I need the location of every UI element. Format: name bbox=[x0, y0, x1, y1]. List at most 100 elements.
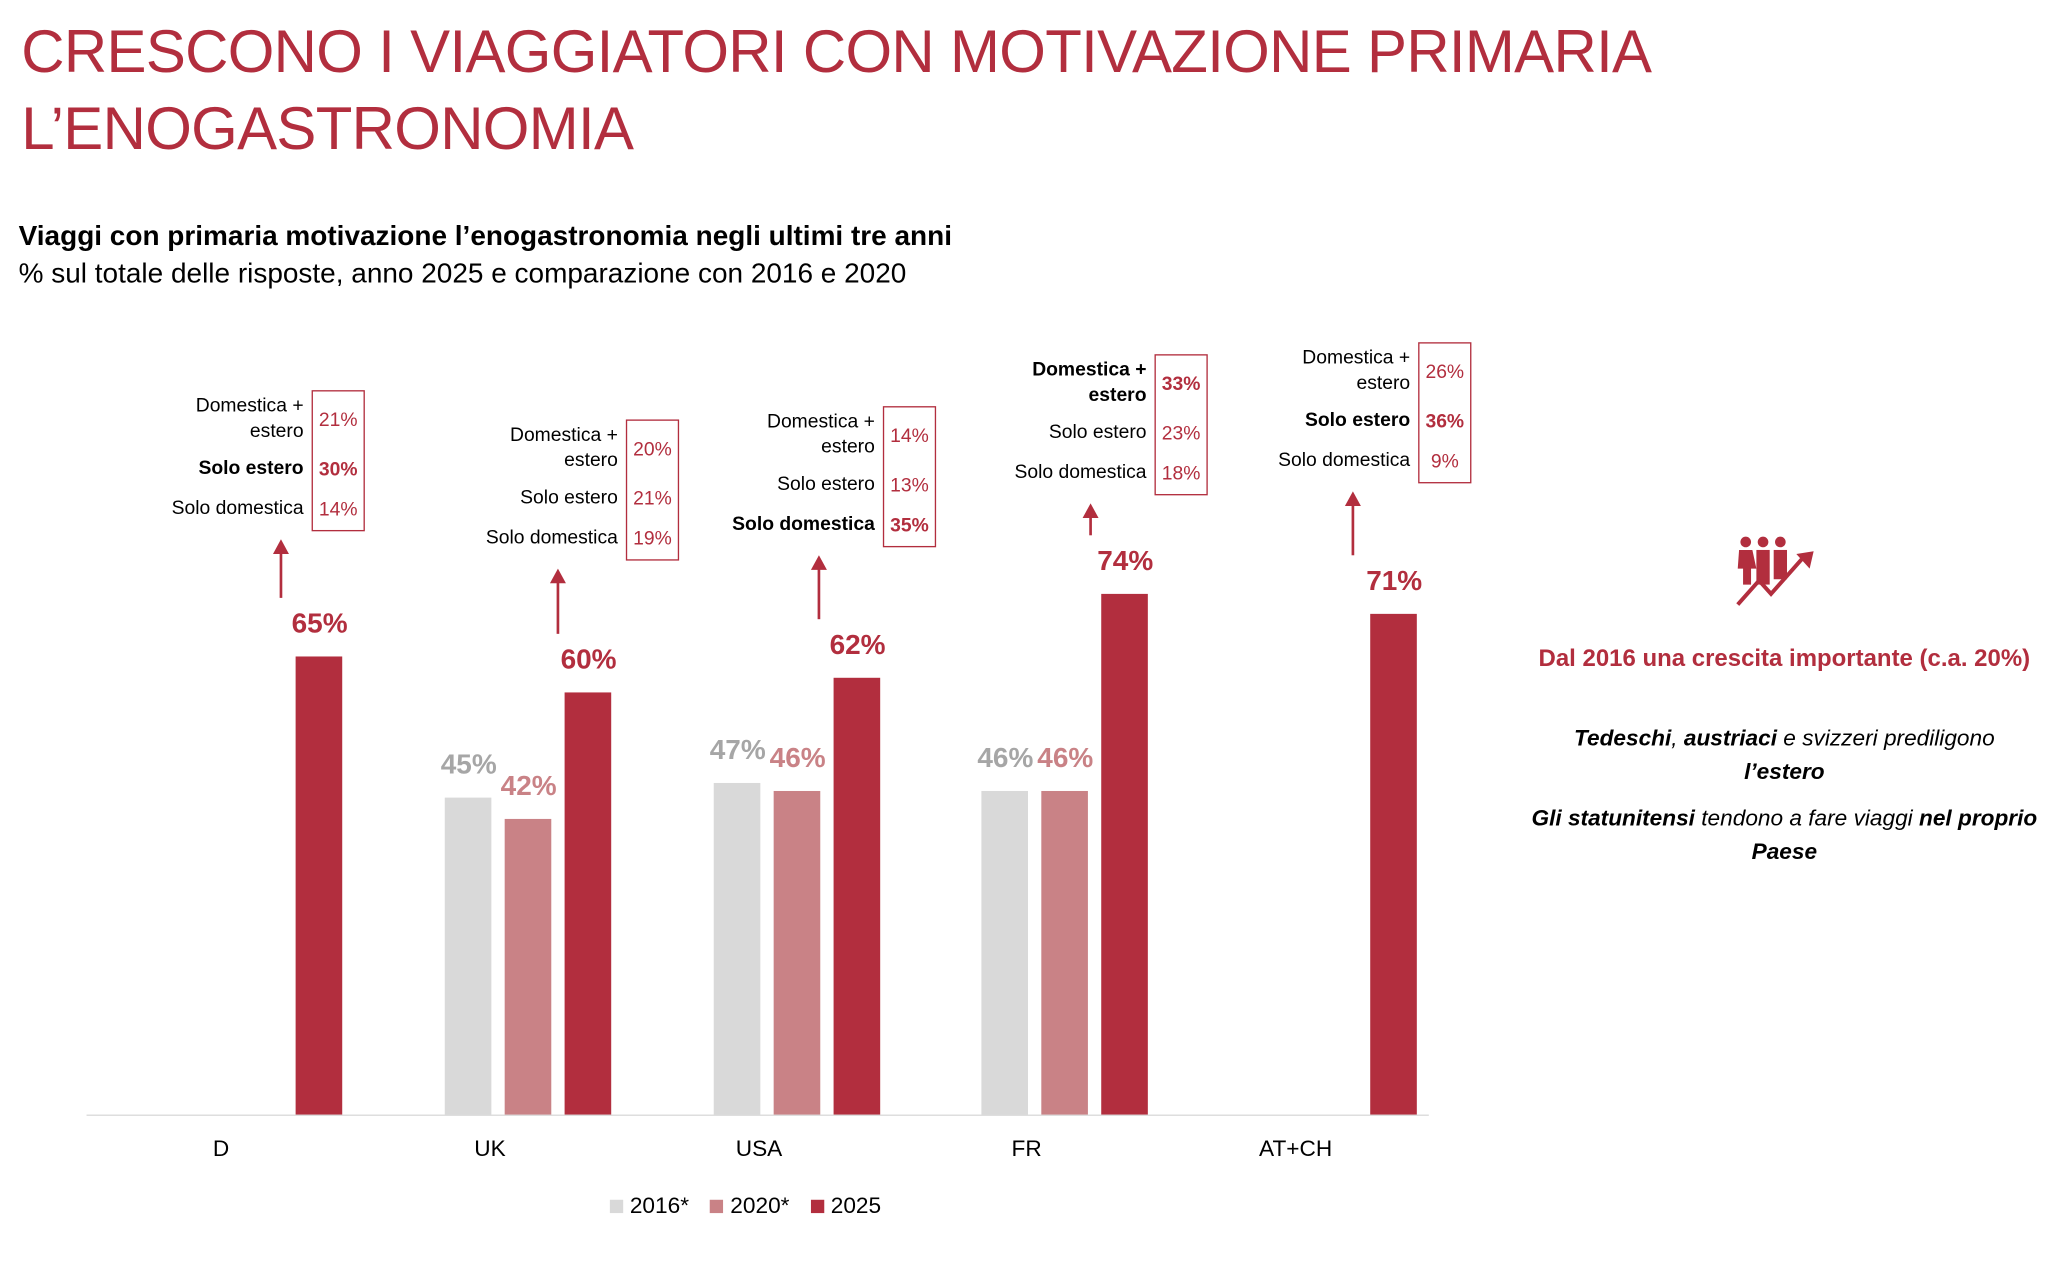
legend-item-2025: 2025 bbox=[810, 1193, 882, 1220]
text: , bbox=[1671, 725, 1684, 752]
text: tendono a fare viaggi bbox=[1694, 805, 1920, 831]
legend-label: 2025 bbox=[830, 1193, 882, 1219]
breakdown-label: Solo estero bbox=[1048, 422, 1147, 444]
breakdown-value: 14% bbox=[318, 499, 358, 521]
legend-swatch bbox=[810, 1199, 825, 1214]
breakdown-label: Solo domestica bbox=[171, 498, 304, 520]
breakdown-label: Domestica + estero bbox=[767, 411, 875, 459]
breakdown-label: Solo estero bbox=[198, 458, 304, 480]
legend-item-2016: 2016* bbox=[609, 1193, 690, 1220]
category-label: USA bbox=[735, 1135, 783, 1162]
up-arrow-icon bbox=[272, 539, 289, 599]
data-label: 74% bbox=[1097, 545, 1154, 576]
breakdown-table: Domestica + estero Solo estero Solo domest… bbox=[968, 354, 1208, 496]
data-label: 60% bbox=[560, 643, 617, 675]
breakdown-value: 20% bbox=[633, 439, 672, 461]
text: e svizzeri prediligono bbox=[1777, 725, 1995, 752]
breakdown-labels: Domestica + estero Solo estero Solo domest… bbox=[439, 419, 625, 560]
breakdown-table: Domestica + estero Solo estero Solo domest… bbox=[125, 390, 365, 532]
bold-text: Gli statunitensi bbox=[1531, 805, 1695, 831]
breakdown-table: Domestica + estero Solo estero Solo domest… bbox=[439, 419, 680, 561]
bar-2025-D bbox=[295, 656, 343, 1115]
up-arrow-icon bbox=[1344, 491, 1361, 556]
breakdown-label: Domestica + estero bbox=[1302, 347, 1411, 395]
bar-2016-UK bbox=[444, 797, 492, 1115]
data-label: 65% bbox=[291, 608, 348, 640]
data-label: 42% bbox=[500, 770, 557, 802]
up-arrow-icon bbox=[810, 555, 827, 620]
breakdown-label: Domestica + estero bbox=[195, 395, 304, 443]
data-label: 46% bbox=[769, 742, 826, 774]
bar-2020-UK bbox=[504, 818, 552, 1115]
panel-paragraph-2: Gli statunitensi tendono a fare viaggi n… bbox=[1518, 802, 2051, 869]
data-label: 71% bbox=[1366, 566, 1423, 598]
up-arrow-icon bbox=[1082, 503, 1099, 535]
breakdown-table: Domestica + estero Solo estero Solo domest… bbox=[696, 406, 937, 548]
breakdown-labels: Domestica + estero Solo estero Solo domest… bbox=[968, 354, 1154, 495]
bar-2025-USA bbox=[833, 677, 881, 1115]
breakdown-label: Solo domestica bbox=[1278, 450, 1411, 472]
bar-2025-UK bbox=[564, 691, 612, 1115]
breakdown-value: 14% bbox=[890, 426, 929, 448]
breakdown-value: 21% bbox=[633, 488, 672, 511]
legend-label: 2020* bbox=[730, 1193, 790, 1219]
bar-2016-FR bbox=[981, 790, 1028, 1115]
breakdown-label: Solo estero bbox=[777, 474, 875, 496]
data-label: 46% bbox=[977, 742, 1034, 774]
category-label: UK bbox=[474, 1135, 506, 1162]
bar-2025-FR bbox=[1101, 593, 1148, 1115]
title-line: CRESCONO I VIAGGIATORI CON MOTIVAZIONE P… bbox=[21, 17, 1652, 86]
bold-text: nel proprio Paese bbox=[1751, 805, 2038, 865]
chart-subtitle: % sul totale delle risposte, anno 2025 e… bbox=[18, 258, 907, 289]
bar-2020-USA bbox=[773, 790, 821, 1115]
legend: 2016* 2020* 2025 bbox=[609, 1193, 882, 1220]
breakdown-label: Solo domestica bbox=[1014, 462, 1147, 484]
category-label: AT+CH bbox=[1259, 1135, 1333, 1162]
bar-2025-AT+CH bbox=[1370, 614, 1417, 1115]
title-line: L’ENOGASTRONOMIA bbox=[21, 94, 634, 163]
up-arrow-icon bbox=[549, 568, 566, 634]
breakdown-values-box: 14% 13% 35% bbox=[882, 406, 937, 548]
breakdown-value: 26% bbox=[1425, 362, 1465, 384]
bold-text: Tedeschi bbox=[1573, 725, 1672, 752]
breakdown-label: Solo domestica bbox=[732, 513, 875, 536]
category-label: FR bbox=[1011, 1135, 1042, 1162]
data-label: 62% bbox=[829, 629, 886, 661]
breakdown-value: 33% bbox=[1161, 374, 1201, 396]
breakdown-label: Domestica + estero bbox=[1032, 359, 1147, 407]
breakdown-value: 21% bbox=[318, 410, 358, 432]
bar-2016-USA bbox=[713, 783, 761, 1115]
bar-2020-FR bbox=[1041, 790, 1088, 1115]
breakdown-values-box: 21% 30% 14% bbox=[311, 390, 365, 532]
legend-swatch bbox=[609, 1199, 624, 1214]
breakdown-label: Solo estero bbox=[520, 487, 618, 509]
slide-title: CRESCONO I VIAGGIATORI CON MOTIVAZIONE P… bbox=[21, 13, 1652, 167]
chart-title: Viaggi con primaria motivazione l’enogas… bbox=[18, 221, 952, 252]
legend-item-2020: 2020* bbox=[710, 1193, 789, 1220]
breakdown-label: Solo domestica bbox=[485, 527, 618, 549]
legend-label: 2016* bbox=[629, 1193, 690, 1219]
people-growth-icon bbox=[1735, 535, 1818, 614]
breakdown-value: 36% bbox=[1425, 411, 1465, 433]
breakdown-labels: Domestica + estero Solo estero Solo domest… bbox=[696, 406, 882, 547]
x-axis-line bbox=[86, 1114, 1429, 1116]
breakdown-value: 35% bbox=[890, 515, 929, 537]
breakdown-values-box: 26% 36% 9% bbox=[1418, 342, 1472, 484]
breakdown-value: 13% bbox=[890, 475, 929, 497]
data-label: 47% bbox=[709, 735, 766, 767]
bold-text: austriaci bbox=[1683, 725, 1778, 752]
breakdown-labels: Domestica + estero Solo estero Solo domest… bbox=[1232, 342, 1418, 483]
bold-text: l’estero bbox=[1744, 759, 1825, 785]
breakdown-label: Solo estero bbox=[1305, 410, 1411, 432]
breakdown-values-box: 33% 23% 18% bbox=[1154, 354, 1208, 496]
data-label: 45% bbox=[440, 749, 497, 781]
breakdown-value: 30% bbox=[318, 459, 358, 481]
breakdown-values-box: 20% 21% 19% bbox=[625, 419, 680, 561]
breakdown-label: Domestica + estero bbox=[510, 424, 618, 472]
category-label: D bbox=[212, 1135, 230, 1162]
breakdown-table: Domestica + estero Solo estero Solo domest… bbox=[1232, 342, 1472, 484]
legend-swatch bbox=[710, 1199, 724, 1214]
breakdown-value: 19% bbox=[633, 528, 672, 550]
panel-headline: Dal 2016 una crescita importante (c.a. 2… bbox=[1538, 644, 2031, 672]
